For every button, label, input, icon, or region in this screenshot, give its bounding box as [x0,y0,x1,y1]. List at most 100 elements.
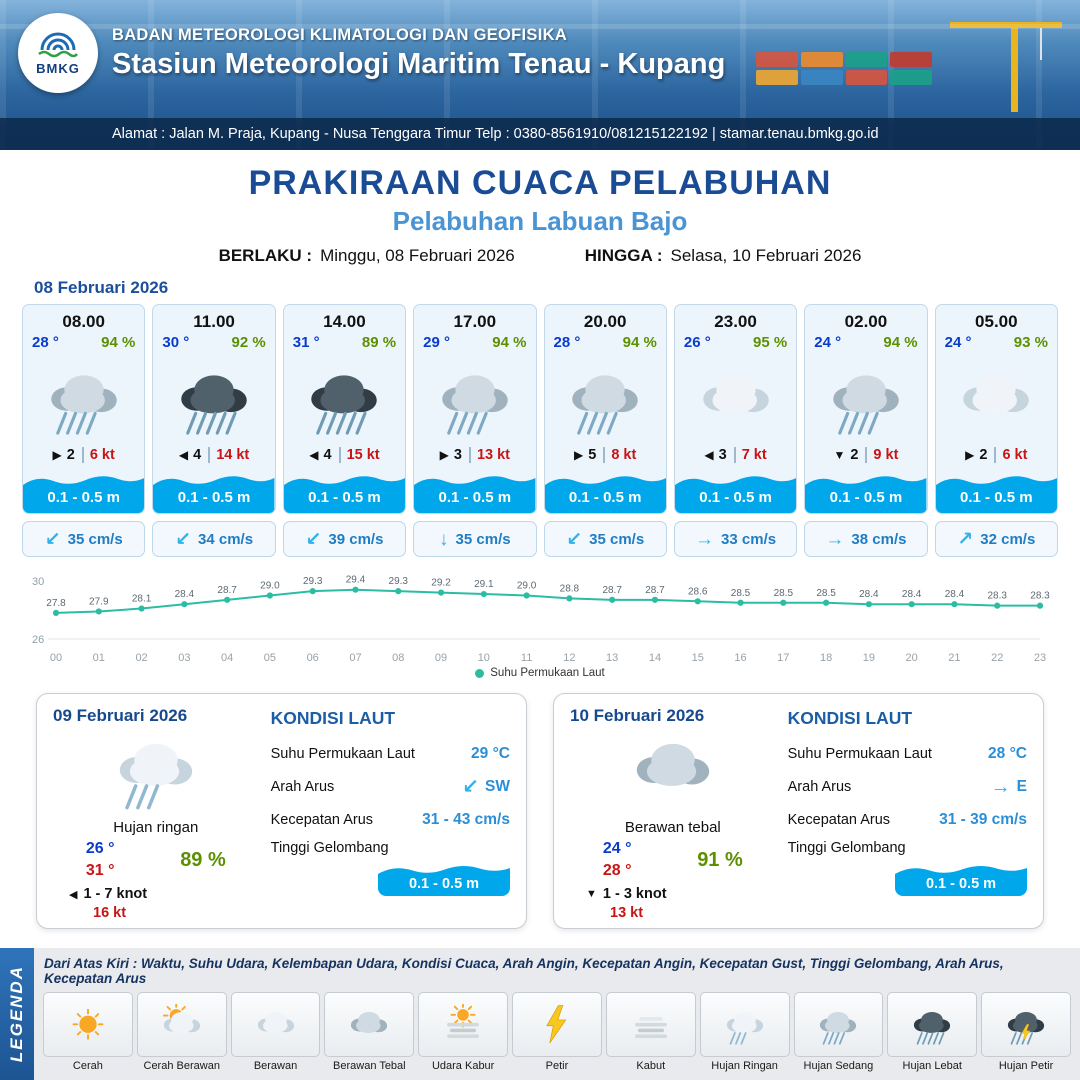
wind-row: ▶ 5 8 kt [545,447,666,469]
time-label: 11.00 [193,312,235,331]
svg-text:05: 05 [264,652,276,664]
legend-icon-box [136,992,227,1057]
max-temp-value: 28 ° [602,862,632,879]
temp-humidity-row: 28 ° 94 % [545,332,666,351]
port-containers-illustration [756,52,932,85]
time-label: 02.00 [844,312,888,331]
svg-text:23: 23 [1034,652,1046,664]
sea-conditions-panel: KONDISI LAUT Suhu Permukaan Laut 28 °C A… [788,706,1027,916]
legend-band: LEGENDA [0,948,34,1080]
forecast-card: 05.00 24 ° 93 % ▶ 2 6 kt 0.1 - 0.5 m ↗ [934,304,1058,557]
weather-icon-wrap [545,351,666,447]
wind-direction-icon: ▶ [574,448,584,462]
svg-text:29.0: 29.0 [260,581,280,592]
humidity-value: 92 % [231,334,266,351]
svg-text:10: 10 [478,652,490,664]
current-box: ↓ 35 cm/s [413,521,537,557]
wind-value: 3 [718,447,727,463]
current-direction-value: E [1016,777,1027,795]
legend-icon-box [512,992,602,1057]
svg-text:12: 12 [563,652,575,664]
legend-icon-box [324,992,415,1057]
wave-height-value: 0.1 - 0.5 m [568,489,642,506]
temps-col: 26 ° 31 ° [86,840,115,880]
current-speed-value: 32 cm/s [980,530,1036,548]
day-summary-card: 09 Februari 2026 Hujan ringan 26 ° 31 ° … [36,693,527,929]
weather-icon [170,361,258,437]
valid-from-value: Minggu, 08 Februari 2026 [320,246,515,265]
wave-height-row: Tinggi Gelombang 0.1 - 0.5 m [271,836,510,896]
bmkg-logo-text: BMKG [36,61,80,76]
temp-humidity-row: 28 ° 94 % [23,332,144,351]
current-direction-icon: ↙ [305,528,322,550]
legend-tile: Hujan Petir [981,992,1071,1072]
legend-description: Dari Atas Kiri : Waktu, Suhu Udara, Kele… [44,956,1004,986]
sst-chart: 30 26 27.8 27.9 28.1 28.4 28.7 29.0 29.3 29.4 29.3… [26,567,1054,665]
wind-range-value: 1 - 3 knot [602,886,667,902]
crane-icon [1040,28,1042,60]
legend-label: Hujan Lebat [902,1060,962,1072]
svg-text:07: 07 [349,652,361,664]
time-label: 23.00 [714,312,757,331]
legend-icon-box [699,992,790,1057]
weather-icon [692,361,780,437]
legend-tile: Kabut [605,992,696,1072]
svg-text:22: 22 [991,652,1003,664]
svg-text:28.5: 28.5 [816,588,836,599]
wave-height-badge: 0.1 - 0.5 m [895,860,1027,896]
legend-tile: Cerah Berawan [136,992,227,1072]
gust-speed-value: 16 kt [93,905,127,921]
legend-weather-icon [627,1004,675,1046]
day-summary-card: 10 Februari 2026 Berawan tebal 24 ° 28 °… [553,693,1044,929]
wind-row: ◀ 4 15 kt [284,447,405,469]
humidity-value: 91 % [697,848,743,871]
forecast-card: 17.00 29 ° 94 % ▶ 3 13 kt 0.1 - 0.5 m ↓ [413,304,537,557]
forecast-card-body: 11.00 30 ° 92 % ◀ 4 14 kt 0.1 - 0.5 m [152,304,276,514]
forecast-card-body: 08.00 28 ° 94 % ▶ 2 6 kt 0.1 - 0.5 m [22,304,146,514]
svg-text:03: 03 [178,652,190,664]
current-direction-label: Arah Arus [270,778,335,795]
wind-row: ▼ 2 9 kt [805,447,926,469]
legend-label: Hujan Petir [998,1060,1054,1072]
date-label: 09 Februari 2026 [53,706,188,725]
weather-icon [40,361,128,437]
legend-tile: Udara Kabur [418,992,509,1072]
temp-humidity-row: 30 ° 92 % [153,332,274,351]
svg-text:27.9: 27.9 [89,596,109,607]
current-speed-value: 33 cm/s [721,530,777,548]
wave-shape [153,476,275,513]
forecast-date-label: 08 Februari 2026 [34,278,169,297]
legend-weather-icon [439,1001,487,1046]
wave-height-value: 0.1 - 0.5 m [699,489,772,506]
bmkg-logo-mark [38,32,78,58]
legend-dot-icon [475,668,485,678]
wave-height-band: 0.1 - 0.5 m [935,469,1057,513]
forecast-card: 20.00 28 ° 94 % ▶ 5 8 kt 0.1 - 0.5 m ↙ [543,304,667,557]
wind-direction-icon: ▼ [833,448,846,462]
weather-icon [300,361,388,437]
condition-label: Hujan ringan [113,819,199,836]
day-summary-left: 09 Februari 2026 Hujan ringan 26 ° 31 ° … [53,706,259,921]
forecast-cards-row: 08.00 28 ° 94 % ▶ 2 6 kt 0.1 - 0.5 m ↙ [22,304,1058,557]
legend-icon-box [981,992,1071,1057]
current-speed-value: 35 cm/s [589,530,645,548]
legend-icon-box [43,992,133,1057]
wind-range-value: 1 - 7 knot [83,886,148,902]
weather-icon-wrap [570,728,776,817]
legend-weather-icon [533,1004,581,1046]
current-direction-icon: ↓ [439,528,449,550]
wave-shape [544,476,666,513]
current-box: ↙ 35 cm/s [543,521,667,557]
station-name: Stasiun Meteorologi Maritim Tenau - Kupa… [112,48,726,80]
wave-height-value: 0.1 - 0.5 m [177,489,251,506]
current-direction-icon: ↙ [175,528,191,550]
temp-humidity-row: 31 ° 89 % [284,332,405,351]
temps-row: 24 ° 28 ° 91 % [570,840,776,880]
wave-height-band: 0.1 - 0.5 m [283,469,406,513]
wave-height-value: 0.1 - 0.5 m [438,489,512,506]
legend-label: Udara Kabur [431,1060,495,1072]
day-summary-left: 10 Februari 2026 Berawan tebal 24 ° 28 °… [570,706,776,921]
svg-text:06: 06 [307,652,319,664]
wind-speed-value: 8 kt [603,447,636,463]
wave-height-band: 0.1 - 0.5 m [414,469,536,513]
